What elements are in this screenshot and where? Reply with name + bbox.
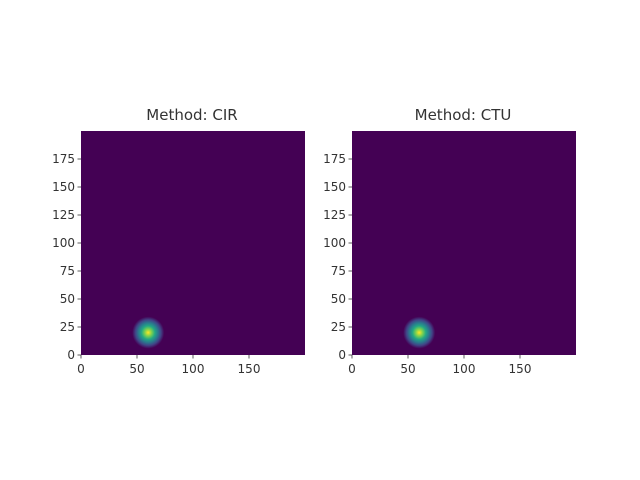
x-tick-label-cir: 0 — [77, 362, 85, 376]
x-tick-label-ctu: 50 — [400, 362, 415, 376]
x-axis-cir: 0 50 100 150 — [77, 355, 260, 376]
y-tick-label-cir: 150 — [52, 180, 75, 194]
heatmap-image-ctu — [352, 131, 576, 355]
y-tick-label-cir: 175 — [52, 152, 75, 166]
y-axis-ctu: 0 25 50 75 100 125 150 175 — [323, 152, 352, 362]
heatmap-peak-cir — [132, 316, 165, 349]
panel-ctu: Method: CTU 0 50 100 150 0 25 50 75 100 125 150 17… — [323, 106, 576, 376]
y-tick-label-cir: 0 — [67, 348, 75, 362]
x-axis-ctu: 0 50 100 150 — [348, 355, 531, 376]
y-tick-label-ctu: 25 — [331, 320, 346, 334]
x-tick-label-cir: 100 — [182, 362, 205, 376]
panel-cir: Method: CIR 0 50 100 150 0 25 50 75 100 125 150 17… — [52, 106, 305, 376]
chart-title-cir: Method: CIR — [146, 106, 237, 124]
y-tick-label-ctu: 125 — [323, 208, 346, 222]
x-tick-label-cir: 150 — [238, 362, 261, 376]
x-tick-label-ctu: 150 — [509, 362, 532, 376]
y-tick-label-ctu: 150 — [323, 180, 346, 194]
y-axis-cir: 0 25 50 75 100 125 150 175 — [52, 152, 81, 362]
y-tick-label-cir: 50 — [60, 292, 75, 306]
x-tick-label-ctu: 100 — [453, 362, 476, 376]
x-tick-label-cir: 50 — [129, 362, 144, 376]
heatmap-peak-ctu — [403, 316, 436, 349]
y-tick-label-ctu: 0 — [338, 348, 346, 362]
y-tick-label-ctu: 175 — [323, 152, 346, 166]
y-tick-label-ctu: 75 — [331, 264, 346, 278]
x-tick-label-ctu: 0 — [348, 362, 356, 376]
heatmap-image-cir — [81, 131, 305, 355]
y-tick-label-cir: 125 — [52, 208, 75, 222]
chart-title-ctu: Method: CTU — [415, 106, 512, 124]
y-tick-label-ctu: 100 — [323, 236, 346, 250]
y-tick-label-ctu: 50 — [331, 292, 346, 306]
y-tick-label-cir: 100 — [52, 236, 75, 250]
y-tick-label-cir: 75 — [60, 264, 75, 278]
y-tick-label-cir: 25 — [60, 320, 75, 334]
